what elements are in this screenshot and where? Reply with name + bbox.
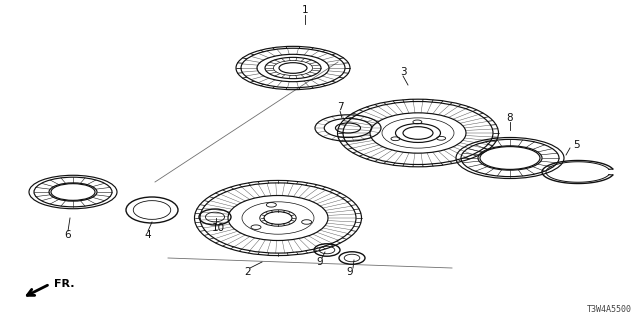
Ellipse shape bbox=[236, 46, 350, 90]
Text: 9: 9 bbox=[347, 267, 353, 277]
Ellipse shape bbox=[29, 175, 117, 209]
Ellipse shape bbox=[126, 197, 178, 223]
Text: T3W4A5500: T3W4A5500 bbox=[587, 305, 632, 314]
Text: 9: 9 bbox=[317, 257, 323, 267]
Text: 10: 10 bbox=[211, 223, 225, 233]
Ellipse shape bbox=[315, 115, 381, 141]
Ellipse shape bbox=[194, 180, 362, 256]
Text: 3: 3 bbox=[400, 67, 406, 77]
Ellipse shape bbox=[337, 99, 499, 167]
Text: 7: 7 bbox=[337, 102, 343, 112]
Ellipse shape bbox=[456, 138, 564, 179]
Ellipse shape bbox=[199, 209, 231, 225]
Ellipse shape bbox=[314, 244, 340, 256]
Text: 2: 2 bbox=[244, 267, 252, 277]
Ellipse shape bbox=[339, 252, 365, 264]
Text: 6: 6 bbox=[65, 230, 71, 240]
Text: FR.: FR. bbox=[54, 279, 74, 289]
Text: 1: 1 bbox=[301, 5, 308, 15]
Text: 5: 5 bbox=[573, 140, 579, 150]
Text: 4: 4 bbox=[145, 230, 151, 240]
Text: 8: 8 bbox=[507, 113, 513, 123]
